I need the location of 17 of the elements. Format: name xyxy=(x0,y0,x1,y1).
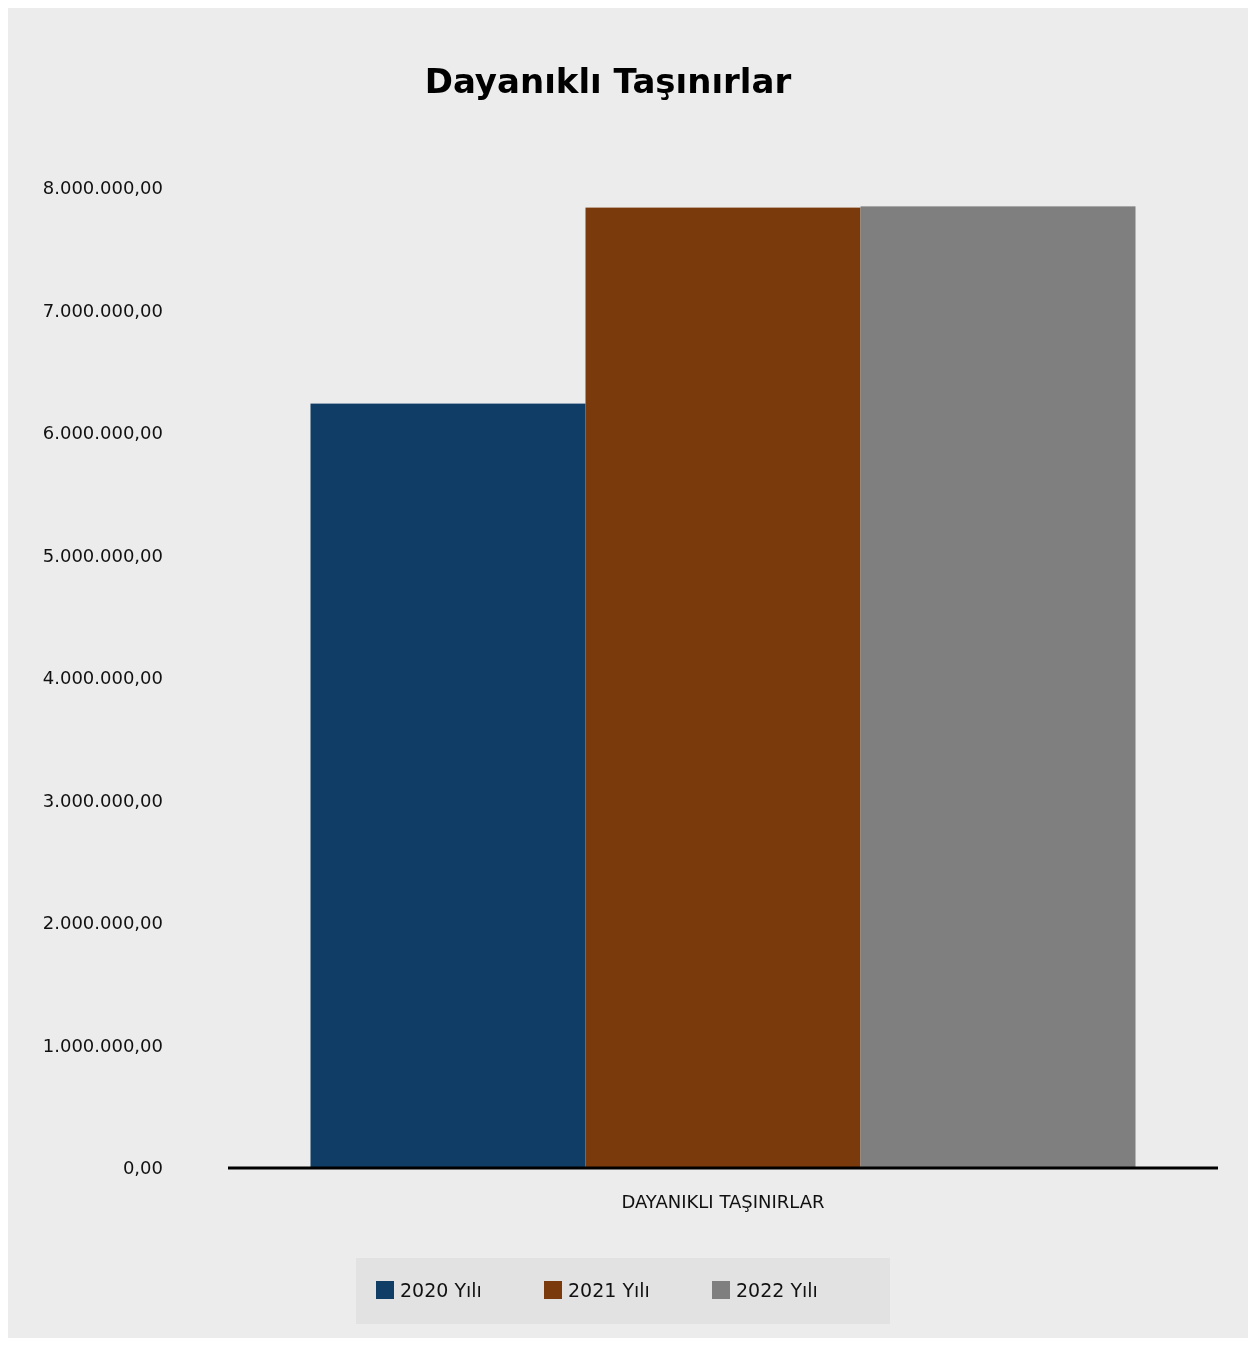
y-tick-label: 4.000.000,00 xyxy=(42,667,163,689)
y-tick-label: 6.000.000,00 xyxy=(42,422,163,444)
y-tick-label: 7.000.000,00 xyxy=(42,299,163,321)
bar xyxy=(860,206,1136,1168)
y-tick-label: 8.000.000,00 xyxy=(42,177,163,199)
y-tick-label: 3.000.000,00 xyxy=(42,789,163,811)
bar xyxy=(585,207,861,1168)
y-tick-label: 5.000.000,00 xyxy=(42,544,163,566)
legend-label: 2021 Yılı xyxy=(568,1278,650,1301)
legend-label: 2020 Yılı xyxy=(400,1278,482,1301)
y-tick-label: 0,00 xyxy=(122,1157,163,1179)
y-tick-label: 1.000.000,00 xyxy=(42,1034,163,1056)
y-tick-label: 2.000.000,00 xyxy=(42,912,163,934)
legend-label: 2022 Yılı xyxy=(736,1278,818,1301)
x-tick-label: DAYANIKLI TAŞINIRLAR xyxy=(621,1191,825,1212)
bar xyxy=(310,403,586,1168)
chart-title: Dayanıklı Taşınırlar xyxy=(424,61,792,101)
